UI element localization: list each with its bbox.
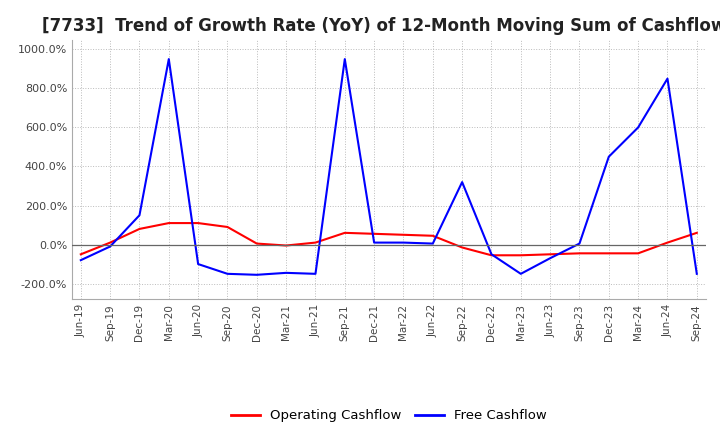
Free Cashflow [282, 270, 290, 275]
Operating Cashflow [253, 241, 261, 246]
Free Cashflow [253, 272, 261, 278]
Legend: Operating Cashflow, Free Cashflow: Operating Cashflow, Free Cashflow [225, 404, 552, 428]
Operating Cashflow [311, 240, 320, 245]
Free Cashflow [135, 213, 144, 218]
Free Cashflow [605, 154, 613, 159]
Free Cashflow [311, 271, 320, 276]
Free Cashflow [575, 241, 584, 246]
Operating Cashflow [546, 252, 554, 257]
Operating Cashflow [194, 220, 202, 226]
Free Cashflow [458, 180, 467, 185]
Free Cashflow [164, 56, 173, 62]
Operating Cashflow [458, 245, 467, 250]
Operating Cashflow [76, 252, 85, 257]
Title: [7733]  Trend of Growth Rate (YoY) of 12-Month Moving Sum of Cashflows: [7733] Trend of Growth Rate (YoY) of 12-… [42, 17, 720, 35]
Free Cashflow [106, 244, 114, 249]
Operating Cashflow [428, 233, 437, 238]
Free Cashflow [693, 271, 701, 276]
Operating Cashflow [341, 230, 349, 235]
Line: Free Cashflow: Free Cashflow [81, 59, 697, 275]
Operating Cashflow [399, 232, 408, 238]
Operating Cashflow [106, 240, 114, 245]
Free Cashflow [634, 125, 642, 130]
Free Cashflow [223, 271, 232, 276]
Operating Cashflow [516, 253, 525, 258]
Operating Cashflow [575, 251, 584, 256]
Line: Operating Cashflow: Operating Cashflow [81, 223, 697, 255]
Free Cashflow [428, 241, 437, 246]
Operating Cashflow [693, 230, 701, 235]
Free Cashflow [516, 271, 525, 276]
Free Cashflow [76, 257, 85, 263]
Operating Cashflow [487, 253, 496, 258]
Free Cashflow [399, 240, 408, 245]
Operating Cashflow [634, 251, 642, 256]
Operating Cashflow [135, 226, 144, 231]
Operating Cashflow [164, 220, 173, 226]
Free Cashflow [370, 240, 379, 245]
Free Cashflow [663, 76, 672, 81]
Operating Cashflow [282, 243, 290, 248]
Free Cashflow [341, 56, 349, 62]
Free Cashflow [546, 256, 554, 261]
Operating Cashflow [223, 224, 232, 230]
Operating Cashflow [370, 231, 379, 236]
Free Cashflow [194, 261, 202, 267]
Free Cashflow [487, 252, 496, 257]
Operating Cashflow [663, 240, 672, 245]
Operating Cashflow [605, 251, 613, 256]
